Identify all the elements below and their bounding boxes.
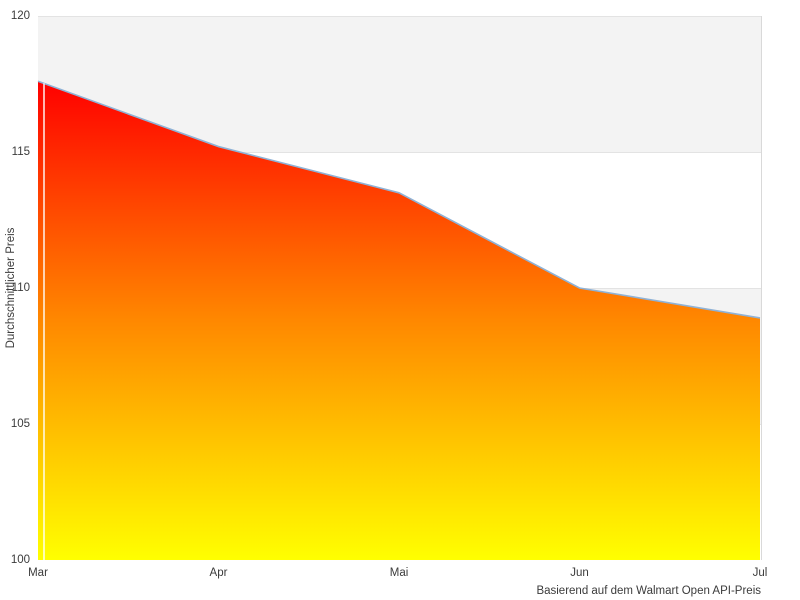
y-tick-label: 120 [10, 10, 30, 22]
x-tick-label: Jul [752, 567, 768, 579]
price-line [37, 80, 761, 319]
y-tick-label: 115 [11, 146, 30, 158]
y-tick-label: 105 [10, 418, 30, 430]
y-axis-title: Durchschnittlicher Preis [5, 227, 17, 349]
x-tick-label: Jun [570, 567, 589, 579]
y-tick-label: 110 [11, 282, 30, 294]
chart-caption: Basierend auf dem Walmart Open API-Preis [536, 585, 761, 597]
x-tick-label: Mai [389, 567, 409, 579]
price-area-fill [38, 81, 760, 560]
x-tick-label: Apr [209, 567, 228, 579]
x-tick-label: Mar [28, 567, 48, 579]
y-tick-label: 100 [10, 554, 30, 566]
